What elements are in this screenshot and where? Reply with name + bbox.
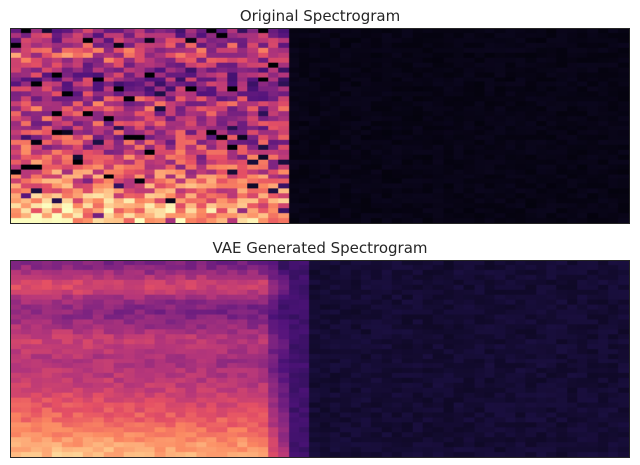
original-spectrogram-panel: Original Spectrogram — [0, 0, 640, 230]
original-spectrogram-plot — [10, 28, 630, 224]
original-spectrogram-title: Original Spectrogram — [239, 7, 401, 25]
vae-spectrogram-heatmap — [11, 261, 629, 457]
vae-spectrogram-plot — [10, 260, 630, 458]
vae-spectrogram-title: VAE Generated Spectrogram — [212, 239, 428, 257]
original-spectrogram-heatmap — [11, 29, 629, 223]
vae-spectrogram-panel: VAE Generated Spectrogram — [0, 232, 640, 465]
